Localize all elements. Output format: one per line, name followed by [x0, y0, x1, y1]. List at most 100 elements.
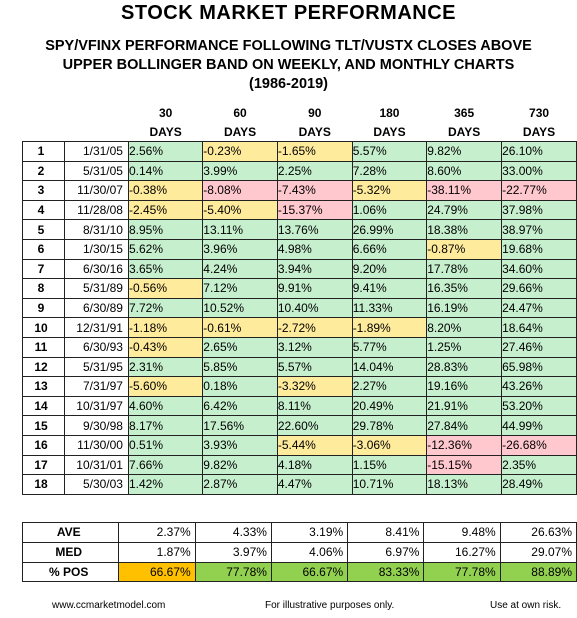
row-index: 6 [22, 238, 65, 260]
value-cell: 28.49% [501, 474, 577, 495]
value-cell: 5.57% [276, 356, 353, 378]
summary-label: AVE [21, 522, 120, 543]
value-cell: 3.96% [202, 238, 278, 260]
summary-value-cell: 4.06% [270, 541, 349, 563]
header-blank [64, 103, 129, 122]
summary-value-cell: 66.67% [270, 561, 349, 583]
value-cell: 9.82% [202, 454, 278, 476]
value-cell: 26.99% [351, 219, 428, 240]
value-cell: 7.72% [127, 297, 204, 319]
value-cell: 1.42% [127, 474, 204, 495]
footer-website: www.ccmarketmodel.com [52, 600, 166, 611]
table-row: 10 12/31/91 -1.18% -0.61% -2.72% -1.89% 8.20% 1… [22, 317, 577, 338]
summary-value-cell: 2.37% [118, 522, 196, 543]
subtitle-line-3: (1986-2019) [249, 76, 328, 92]
value-cell: 4.18% [276, 454, 353, 476]
row-date: 12/31/91 [63, 317, 129, 338]
value-cell: 5.62% [127, 238, 204, 260]
value-cell: -1.18% [127, 317, 204, 338]
table-row: 2 5/31/05 0.14% 3.99% 2.25% 7.28% 8.60% 33.00% [22, 160, 577, 182]
value-cell: 26.10% [501, 141, 577, 162]
value-cell: 44.99% [501, 415, 577, 436]
value-cell: 28.83% [426, 356, 503, 378]
value-cell: 1.06% [351, 199, 428, 221]
column-header-number: 180 [352, 103, 427, 122]
value-cell: 17.56% [202, 415, 278, 436]
summary-value-cell: 8.41% [347, 522, 425, 543]
value-cell: -0.87% [426, 238, 503, 260]
table-row: 13 7/31/97 -5.60% 0.18% -3.32% 2.27% 19.16% 43.… [22, 376, 577, 397]
table-row: 6 1/30/15 5.62% 3.96% 4.98% 6.66% -0.87% 19.68% [22, 238, 577, 260]
table-row: 7 6/30/16 3.65% 4.24% 3.94% 9.20% 17.78% 34.60% [22, 258, 577, 280]
summary-value-cell: 1.87% [118, 541, 196, 563]
header-blank [22, 122, 65, 142]
value-cell: 2.25% [276, 160, 353, 182]
value-cell: 7.66% [127, 454, 204, 476]
header-row-numbers: 30 60 90 180 365 730 [22, 103, 577, 122]
value-cell: 13.76% [276, 219, 353, 240]
value-cell: 53.20% [501, 395, 577, 417]
row-date: 6/30/89 [63, 297, 129, 319]
row-index: 2 [22, 160, 65, 182]
value-cell: 22.60% [276, 415, 353, 436]
value-cell: 13.11% [202, 219, 278, 240]
value-cell: 18.38% [426, 219, 503, 240]
table-row: 5 8/31/10 8.95% 13.11% 13.76% 26.99% 18.38% 38.… [22, 219, 577, 240]
value-cell: 4.47% [276, 474, 353, 495]
value-cell: 20.49% [351, 395, 428, 417]
row-index: 3 [22, 180, 65, 201]
row-index: 14 [22, 395, 65, 417]
summary-value-cell: 77.78% [194, 561, 272, 583]
value-cell: -15.15% [426, 454, 503, 476]
value-cell: 33.00% [501, 160, 577, 182]
value-cell: 8.17% [127, 415, 204, 436]
value-cell: 29.66% [501, 278, 577, 299]
value-cell: -1.65% [276, 141, 353, 162]
table-row: 9 6/30/89 7.72% 10.52% 10.40% 11.33% 16.19% 24.… [22, 297, 577, 319]
summary-value-cell: 88.89% [499, 561, 577, 583]
value-cell: 3.12% [276, 336, 353, 358]
performance-table-body: 1 1/31/05 2.56% -0.23% -1.65% 5.57% 9.82% 26.10… [22, 141, 577, 495]
value-cell: -38.11% [426, 180, 503, 201]
value-cell: 43.26% [501, 376, 577, 397]
column-header-unit: DAYS [202, 122, 278, 142]
value-cell: -5.32% [351, 180, 428, 201]
row-date: 5/30/03 [63, 474, 129, 495]
value-cell: 6.42% [202, 395, 278, 417]
row-date: 8/31/10 [63, 219, 129, 240]
value-cell: -0.38% [127, 180, 204, 201]
subtitle-line-2: UPPER BOLLINGER BAND ON WEEKLY, AND MONT… [62, 57, 515, 73]
row-date: 5/31/05 [63, 160, 129, 182]
summary-value-cell: 3.19% [270, 522, 349, 543]
value-cell: 24.79% [426, 199, 503, 221]
row-index: 13 [22, 376, 65, 397]
value-cell: -2.45% [127, 199, 204, 221]
table-row: 16 11/30/00 0.51% 3.93% -5.44% -3.06% -12.36% -… [22, 434, 577, 456]
table-row: 11 6/30/93 -0.43% 2.65% 3.12% 5.77% 1.25% 27.46… [22, 336, 577, 358]
value-cell: 2.27% [351, 376, 428, 397]
row-date: 6/30/93 [63, 336, 129, 358]
summary-value-cell: 77.78% [423, 561, 501, 583]
value-cell: 5.85% [202, 356, 278, 378]
value-cell: 19.16% [426, 376, 503, 397]
value-cell: 9.41% [351, 278, 428, 299]
column-header-number: 30 [128, 103, 203, 122]
value-cell: 27.84% [426, 415, 503, 436]
value-cell: 5.77% [351, 336, 428, 358]
column-header-unit: DAYS [128, 122, 203, 142]
value-cell: 9.20% [351, 258, 428, 280]
row-date: 9/30/98 [63, 415, 129, 436]
table-row: 18 5/30/03 1.42% 2.87% 4.47% 10.71% 18.13% 28.4… [22, 474, 577, 495]
table-row: 17 10/31/01 7.66% 9.82% 4.18% 1.15% -15.15% 2.3… [22, 454, 577, 476]
summary-label: MED [21, 541, 120, 563]
summary-value-cell: 6.97% [347, 541, 425, 563]
value-cell: -0.43% [127, 336, 204, 358]
column-header-number: 60 [202, 103, 278, 122]
value-cell: -0.23% [202, 141, 278, 162]
value-cell: 29.78% [351, 415, 428, 436]
row-date: 1/30/15 [63, 238, 129, 260]
value-cell: 21.91% [426, 395, 503, 417]
summary-value-cell: 4.33% [194, 522, 272, 543]
value-cell: 18.64% [501, 317, 577, 338]
summary-value-cell: 29.07% [499, 541, 577, 563]
